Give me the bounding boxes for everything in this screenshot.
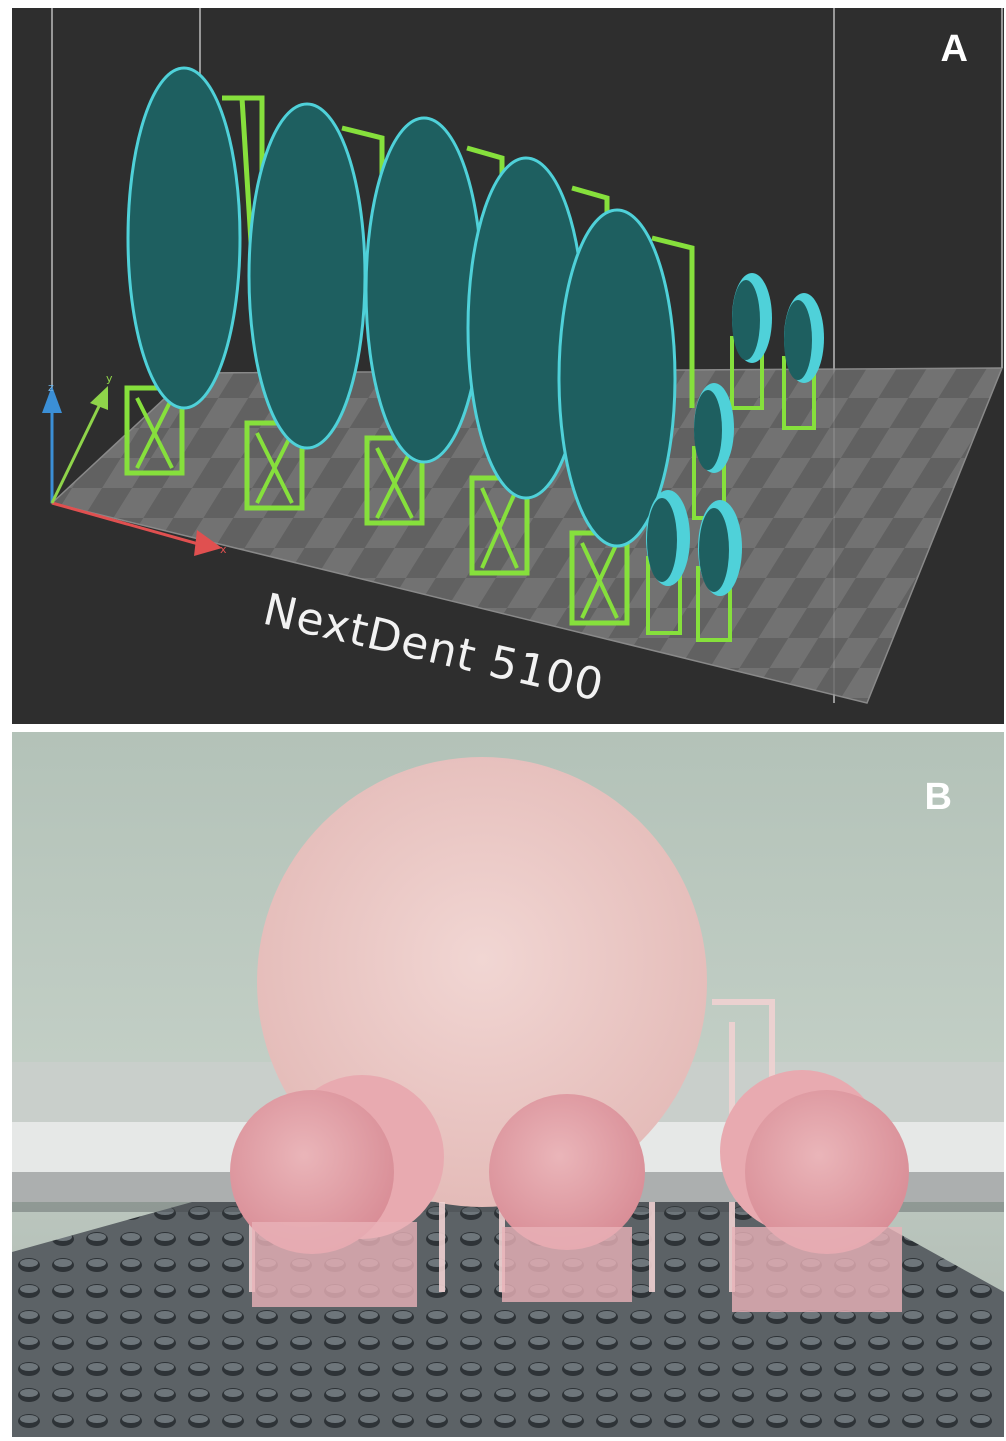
y-axis-label: y [106, 372, 113, 385]
slicer-view-panel: z y x NextDent 5100 A [12, 8, 1004, 724]
photo-render [12, 732, 1004, 1437]
large-disc-1 [124, 66, 265, 476]
build-volume-render [42, 8, 1004, 704]
y-axis-arrow [90, 386, 108, 410]
small-pink-disc-right [720, 1070, 909, 1312]
x-axis-arrow [194, 530, 222, 556]
small-pink-disc-center [489, 1094, 645, 1302]
small-disc-5 [696, 500, 742, 642]
small-pink-disc-left [230, 1075, 444, 1307]
z-axis-arrow [42, 386, 62, 413]
y-axis-line [50, 399, 104, 504]
large-disc-3 [364, 116, 505, 526]
panel-letter-b: B [924, 776, 952, 818]
x-axis-label: x [220, 543, 227, 556]
x-axis-line [51, 501, 203, 547]
large-disc-5 [557, 208, 695, 626]
panel-letter-a: A [940, 28, 968, 70]
z-axis-label: z [48, 381, 54, 394]
small-disc-2 [782, 293, 824, 430]
small-disc-1 [730, 273, 772, 410]
printed-specimens-photo: B [12, 732, 1004, 1437]
small-disc-4 [646, 490, 690, 635]
